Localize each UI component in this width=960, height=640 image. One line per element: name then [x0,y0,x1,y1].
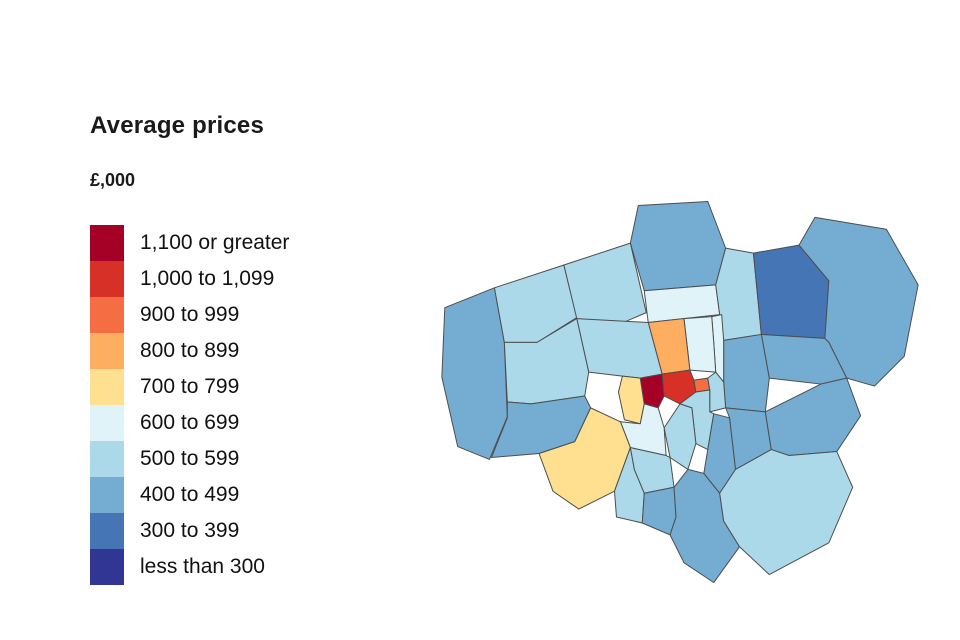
legend-item: less than 300 [90,549,390,585]
legend-label: 700 to 799 [140,375,240,398]
map-region-brent [576,318,663,379]
legend-swatch [90,477,124,513]
legend-label: 1,000 to 1,099 [140,267,275,290]
map-region-sutton [641,486,677,536]
map-region-havering [798,216,919,387]
legend-label: 800 to 899 [140,339,240,362]
legend-swatch [90,513,124,549]
legend-swatch [90,261,124,297]
map-area [420,192,936,592]
legend-label: 900 to 999 [140,303,240,326]
legend-item: 1,000 to 1,099 [90,261,390,297]
legend-swatch [90,297,124,333]
legend-swatch [90,369,124,405]
london-map [441,200,919,584]
legend-swatch [90,333,124,369]
legend: Average prices £,000 1,100 or greater 1,0… [90,112,390,585]
map-region-barnet [563,242,647,326]
legend-swatch [90,405,124,441]
map-region-kensington-chelsea [639,373,665,409]
legend-item: 700 to 799 [90,369,390,405]
legend-label: less than 300 [140,555,265,578]
legend-item: 500 to 599 [90,441,390,477]
legend-item: 800 to 899 [90,333,390,369]
map-region-enfield [629,200,727,292]
legend-label: 600 to 699 [140,411,240,434]
legend-item: 600 to 699 [90,405,390,441]
map-region-bromley [719,449,854,576]
legend-title: Average prices [90,112,265,139]
legend-swatch [90,549,124,585]
map-region-hillingdon [441,287,508,460]
legend-item: 1,100 or greater [90,225,390,261]
map-region-bexley [764,377,862,457]
map-region-hammersmith-fulham [617,375,645,425]
legend-swatch [90,441,124,477]
legend-item: 900 to 999 [90,297,390,333]
map-region-newham [723,333,770,413]
legend-label: 400 to 499 [140,483,240,506]
legend-item: 300 to 399 [90,513,390,549]
legend-swatch [90,225,124,261]
legend-label: 300 to 399 [140,519,240,542]
legend-item: 400 to 499 [90,477,390,513]
legend-units-label: £,000 [90,170,136,190]
legend-label: 1,100 or greater [140,231,290,254]
legend-items: 1,100 or greater 1,000 to 1,099 900 to 999… [90,225,390,585]
legend-label: 500 to 599 [140,447,240,470]
